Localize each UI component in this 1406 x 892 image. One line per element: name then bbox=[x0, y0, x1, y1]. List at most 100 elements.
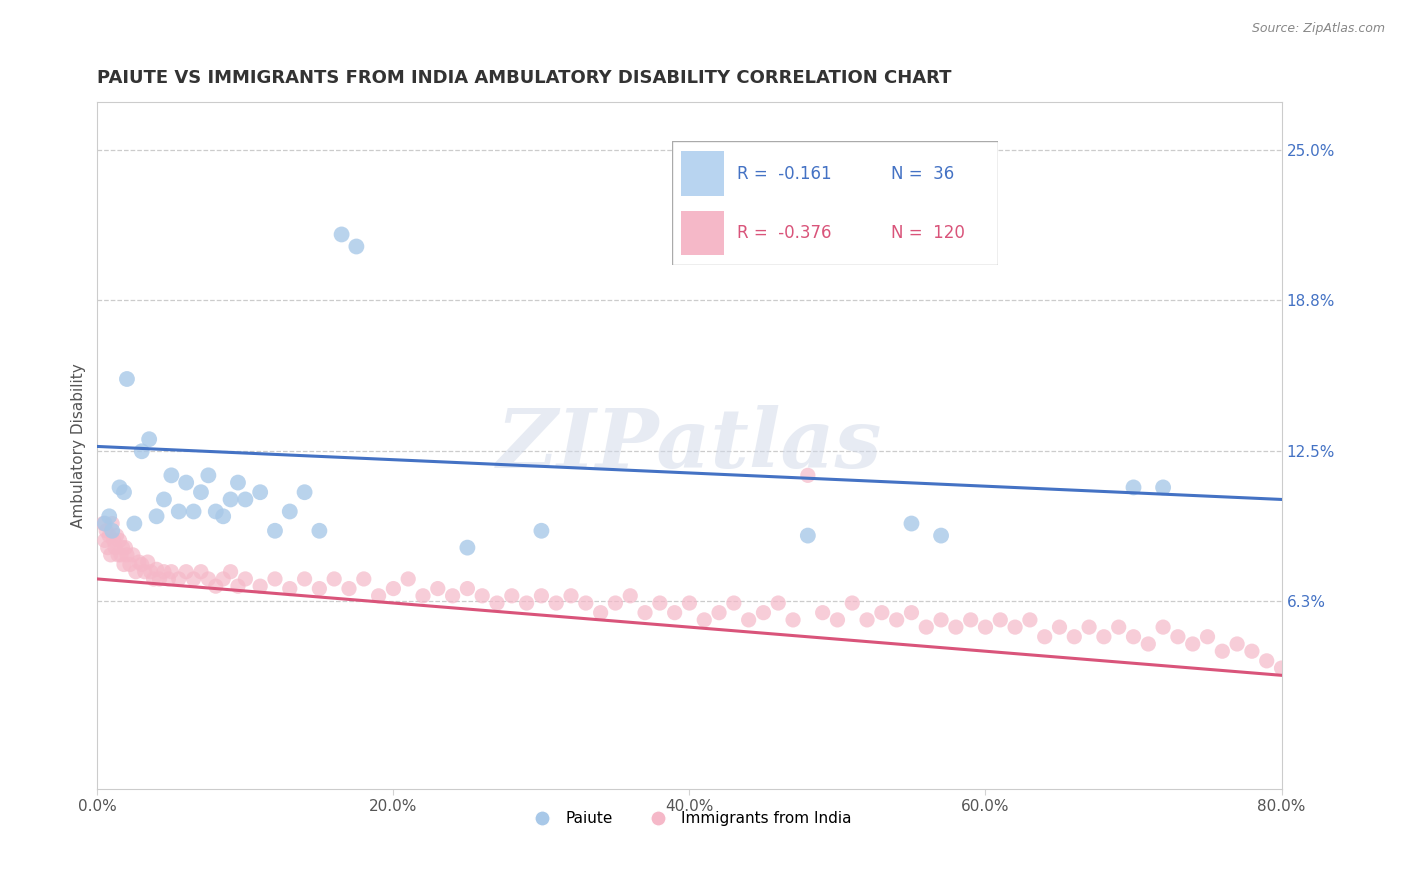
Point bbox=[707, 606, 730, 620]
Point bbox=[886, 613, 908, 627]
Point bbox=[1211, 644, 1233, 658]
Point bbox=[294, 572, 316, 586]
Point bbox=[382, 582, 405, 596]
Point bbox=[856, 613, 879, 627]
Point bbox=[167, 572, 190, 586]
Point bbox=[1226, 637, 1249, 651]
Point bbox=[96, 524, 118, 538]
Point bbox=[278, 504, 301, 518]
Point bbox=[1092, 630, 1115, 644]
Point bbox=[112, 558, 135, 572]
Point bbox=[1181, 637, 1204, 651]
Point bbox=[811, 606, 834, 620]
Point bbox=[412, 589, 434, 603]
Point bbox=[870, 606, 893, 620]
Point bbox=[1167, 630, 1189, 644]
Point bbox=[98, 509, 121, 524]
Text: N =  120: N = 120 bbox=[890, 224, 965, 242]
Point bbox=[841, 596, 863, 610]
Bar bbox=[682, 211, 724, 255]
Point bbox=[112, 485, 135, 500]
Point bbox=[204, 579, 226, 593]
Point bbox=[122, 548, 145, 562]
Text: R =  -0.376: R = -0.376 bbox=[737, 224, 831, 242]
Point bbox=[190, 565, 212, 579]
Point bbox=[1004, 620, 1026, 634]
Text: ZIPatlas: ZIPatlas bbox=[496, 405, 882, 485]
Point bbox=[108, 480, 131, 494]
Point bbox=[131, 558, 153, 572]
Point bbox=[737, 613, 759, 627]
Point bbox=[929, 613, 952, 627]
Point bbox=[183, 572, 205, 586]
Point bbox=[560, 589, 582, 603]
Point bbox=[278, 582, 301, 596]
Point bbox=[160, 468, 183, 483]
Point bbox=[1049, 620, 1071, 634]
Point bbox=[107, 548, 129, 562]
Point bbox=[664, 606, 686, 620]
Point bbox=[827, 613, 849, 627]
Point bbox=[131, 444, 153, 458]
Point bbox=[114, 541, 136, 555]
Point bbox=[974, 620, 997, 634]
Point bbox=[485, 596, 508, 610]
Point bbox=[1033, 630, 1056, 644]
Point bbox=[1137, 637, 1160, 651]
Point bbox=[367, 589, 389, 603]
Point bbox=[1122, 480, 1144, 494]
Point bbox=[105, 528, 128, 542]
Point bbox=[115, 372, 138, 386]
Point bbox=[264, 572, 287, 586]
Point bbox=[219, 492, 242, 507]
Point bbox=[212, 572, 235, 586]
Point bbox=[125, 565, 148, 579]
Point bbox=[197, 572, 219, 586]
Point bbox=[516, 596, 538, 610]
Point bbox=[678, 596, 700, 610]
Point bbox=[219, 565, 242, 579]
Point bbox=[900, 516, 922, 531]
Point bbox=[138, 432, 160, 446]
Point bbox=[530, 524, 553, 538]
Point bbox=[619, 589, 641, 603]
Point bbox=[988, 613, 1011, 627]
Y-axis label: Ambulatory Disability: Ambulatory Disability bbox=[72, 363, 86, 528]
Point bbox=[344, 239, 367, 253]
Point bbox=[212, 509, 235, 524]
Point bbox=[142, 572, 165, 586]
Point bbox=[145, 562, 167, 576]
Point bbox=[153, 492, 176, 507]
Point bbox=[190, 485, 212, 500]
Point bbox=[174, 565, 197, 579]
Point bbox=[337, 582, 360, 596]
Point bbox=[111, 541, 134, 555]
Point bbox=[589, 606, 612, 620]
Point bbox=[959, 613, 981, 627]
Text: R =  -0.161: R = -0.161 bbox=[737, 164, 831, 183]
Point bbox=[104, 541, 127, 555]
Point bbox=[797, 528, 820, 542]
Point bbox=[235, 492, 257, 507]
Point bbox=[782, 613, 804, 627]
Point bbox=[929, 528, 952, 542]
Point bbox=[1108, 620, 1130, 634]
Point bbox=[456, 582, 478, 596]
Point bbox=[634, 606, 657, 620]
Point bbox=[101, 516, 124, 531]
Point bbox=[1270, 661, 1292, 675]
Point bbox=[148, 572, 170, 586]
Point bbox=[752, 606, 775, 620]
Point bbox=[797, 468, 820, 483]
Point bbox=[226, 475, 249, 490]
Point bbox=[134, 565, 156, 579]
Point bbox=[501, 589, 523, 603]
Point bbox=[183, 504, 205, 518]
Point bbox=[249, 485, 271, 500]
Point bbox=[157, 572, 180, 586]
Point bbox=[249, 579, 271, 593]
Point bbox=[1240, 644, 1263, 658]
Point bbox=[530, 589, 553, 603]
Point bbox=[1063, 630, 1085, 644]
Point bbox=[294, 485, 316, 500]
